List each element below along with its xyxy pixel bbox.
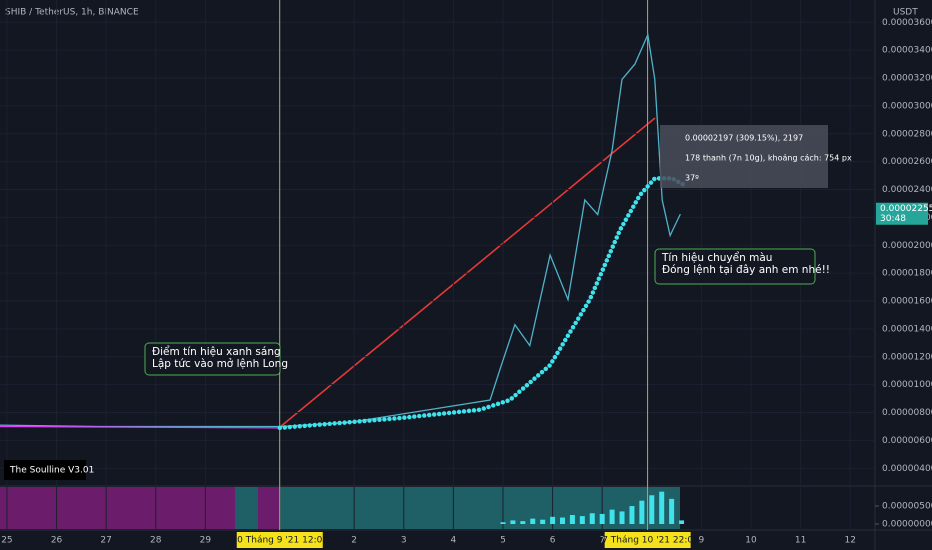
y-tick-label: 0.00002600 xyxy=(882,157,932,167)
x-tick-label: 5 xyxy=(500,536,506,546)
x-tick-label: 6 xyxy=(550,536,556,546)
annotation-box xyxy=(144,342,281,376)
x-tick-label: 26 xyxy=(51,536,63,546)
x-tick-label: 3 xyxy=(401,536,407,546)
volume-bar xyxy=(649,495,655,524)
price-label: 0.00002255 xyxy=(880,204,932,214)
y-tick-label: 0.00000000 xyxy=(882,520,932,530)
y-tick-label: 0.00000600 xyxy=(882,436,932,446)
price-label-box xyxy=(876,202,928,225)
x-tick-label: 29 xyxy=(200,536,212,546)
x-tick-label: 07 Tháng 10 '21 22:00 xyxy=(596,536,699,546)
y-tick-label: 0.00002400 xyxy=(882,185,932,195)
y-tick-label: 0.00001200 xyxy=(882,352,932,362)
volume-bar xyxy=(589,513,595,524)
x-tick-label: 4 xyxy=(451,536,457,546)
volume-bar xyxy=(560,517,565,524)
x-tick-label: 27 xyxy=(100,536,111,546)
x-tick-highlight xyxy=(604,532,691,548)
measure-text: 0.00002197 (309.15%), 2197 xyxy=(685,134,803,143)
volume-bar xyxy=(530,518,536,524)
x-tick-label: 11 xyxy=(795,536,806,546)
y-tick-label: 0.00000400 xyxy=(882,464,932,474)
volume-bar xyxy=(550,516,556,524)
y-tick-label: 0.00003400 xyxy=(882,46,932,56)
y-tick-label: 0.00003200 xyxy=(882,74,932,84)
annotation-text: Đóng lệnh tại đây anh em nhé!! xyxy=(662,264,830,276)
annotation-text: Tín hiệu chuyển màu xyxy=(661,251,772,264)
y-tick-label: 0.00002000 xyxy=(882,241,932,251)
measure-text: 37º xyxy=(685,174,699,183)
volume-bar xyxy=(619,511,625,524)
y-tick-label: 0.00000500 xyxy=(882,502,932,512)
volume-bar xyxy=(609,509,615,524)
measure-line xyxy=(279,117,656,428)
x-tick-label: 7 xyxy=(599,536,605,546)
volume-bar xyxy=(569,515,575,524)
y-tick-label: 0.00001800 xyxy=(882,269,932,279)
y-tick-label: 0.00000800 xyxy=(882,408,932,418)
volume-bar xyxy=(540,519,546,524)
volume-bar xyxy=(500,522,506,524)
measure-box xyxy=(660,125,828,188)
x-tick-label: 10 xyxy=(745,536,757,546)
volume-bar xyxy=(510,520,516,524)
volume-bar xyxy=(659,491,665,524)
y-tick-label: 0.00001000 xyxy=(882,380,932,390)
x-tick-highlight xyxy=(236,532,323,548)
indicator-title-box xyxy=(4,460,86,480)
y-tick-label: 0.00001400 xyxy=(882,324,932,334)
currency: USDT xyxy=(893,8,918,18)
volume-bar xyxy=(599,513,605,524)
volume-bar xyxy=(579,516,585,524)
volume-bar xyxy=(639,500,645,524)
y-tick-label: 0.00003600 xyxy=(882,18,932,28)
y-tick-label: 0.00003000 xyxy=(882,101,932,111)
y-tick-label: 0.00002800 xyxy=(882,129,932,139)
price-line xyxy=(0,425,281,429)
band xyxy=(235,487,258,529)
x-tick-label: 12 xyxy=(844,536,855,546)
annotation-box xyxy=(654,248,816,285)
x-tick-label: 25 xyxy=(1,536,12,546)
y-tick-label: 0.00001600 xyxy=(882,297,932,307)
x-tick-label: 28 xyxy=(150,536,162,546)
band xyxy=(0,487,235,529)
indicator-bands xyxy=(0,487,680,529)
annotation-text: Lập tức vào mở lệnh Long xyxy=(152,358,288,370)
volume-bar xyxy=(679,520,685,524)
indicator-title: The Soulline V3.01 xyxy=(9,466,94,476)
x-tick-label: 9 xyxy=(699,536,705,546)
measure-text: 178 thanh (7n 10g), khoảng cách: 754 px xyxy=(685,153,852,163)
band xyxy=(258,487,280,529)
x-tick-label: 30 Tháng 9 '21 12:00 xyxy=(231,536,328,546)
volume-bar xyxy=(629,506,635,524)
volume-bar xyxy=(520,521,526,524)
countdown: 30:48 xyxy=(880,214,906,224)
volume-bar xyxy=(669,498,675,524)
x-tick-label: 2 xyxy=(351,536,357,546)
symbol: SHIB / TetherUS, 1h, BINANCE xyxy=(5,8,139,18)
annotation-text: Điểm tín hiệu xanh sáng xyxy=(152,345,281,358)
